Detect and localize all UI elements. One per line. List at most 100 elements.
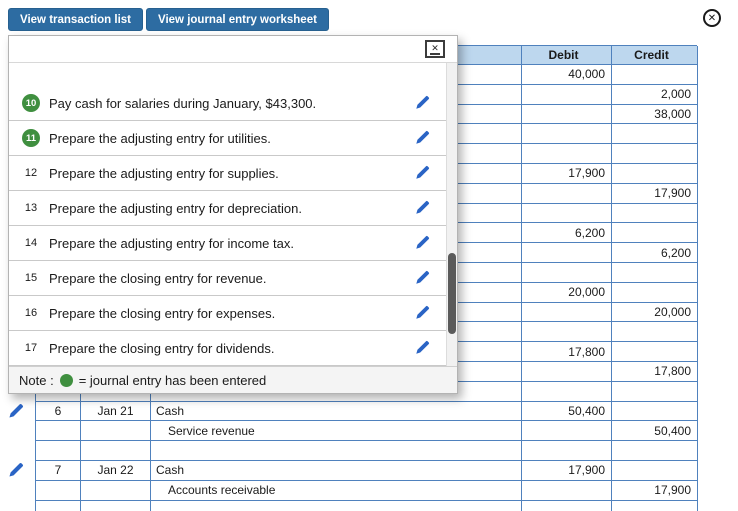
debit-cell [522, 183, 612, 204]
credit-cell [612, 262, 698, 283]
transaction-list-item: 17 Prepare the closing entry for dividend… [9, 331, 446, 366]
pencil-glyph [416, 130, 430, 144]
credit-cell [612, 124, 698, 145]
credit-cell [612, 163, 698, 184]
transaction-description: Prepare the adjusting entry for deprecia… [49, 200, 302, 216]
entry-no-cell [36, 421, 81, 442]
debit-cell [522, 203, 612, 224]
transaction-list-item: 16 Prepare the closing entry for expenses… [9, 296, 446, 331]
pencil-glyph [416, 235, 430, 249]
transaction-list-popup: ✕ 10 Pay cash for salaries during January… [8, 35, 458, 394]
pencil-glyph [9, 403, 24, 418]
debit-cell: 17,900 [522, 163, 612, 184]
view-journal-entry-worksheet-button[interactable]: View journal entry worksheet [146, 8, 329, 31]
debit-cell: 17,800 [522, 342, 612, 362]
credit-cell: 17,900 [612, 480, 698, 501]
entry-no-cell [36, 480, 81, 501]
account-cell: Cash [151, 460, 522, 481]
transaction-list-item: 13 Prepare the adjusting entry for deprec… [9, 191, 446, 226]
credit-cell: 50,400 [612, 421, 698, 442]
worksheet-row: 7 Jan 22 Cash 17,900 [9, 460, 698, 481]
date-cell [81, 441, 151, 461]
date-cell: Jan 21 [81, 401, 151, 422]
transaction-list-item: 11 Prepare the adjusting entry for utilit… [9, 121, 446, 156]
edit-pencil-icon[interactable] [414, 340, 430, 356]
header-debit-cell: Debit [522, 46, 612, 65]
debit-cell [522, 144, 612, 164]
credit-cell [612, 65, 698, 85]
entry-no-cell [36, 500, 81, 511]
pencil-glyph [416, 270, 430, 284]
debit-cell [522, 243, 612, 263]
date-cell [81, 480, 151, 501]
edit-pencil-icon[interactable] [414, 305, 430, 321]
note-prefix: Note : [19, 372, 54, 388]
entry-number: 14 [24, 237, 38, 249]
credit-cell: 6,200 [612, 243, 698, 263]
edit-pencil-icon[interactable] [414, 165, 430, 181]
transaction-description: Prepare the adjusting entry for utilitie… [49, 130, 271, 146]
credit-cell: 2,000 [612, 84, 698, 105]
transaction-description: Prepare the closing entry for expenses. [49, 305, 276, 321]
credit-cell [612, 401, 698, 422]
transaction-list: 10 Pay cash for salaries during January, … [9, 63, 446, 366]
popup-scrollbar-thumb[interactable] [448, 253, 456, 334]
pencil-glyph [416, 95, 430, 109]
view-transaction-list-button[interactable]: View transaction list [8, 8, 143, 31]
debit-cell [522, 441, 612, 461]
debit-cell [522, 84, 612, 105]
edit-pencil-icon[interactable] [414, 130, 430, 146]
edit-pencil-icon[interactable] [414, 200, 430, 216]
credit-cell [612, 441, 698, 461]
debit-cell [522, 361, 612, 382]
popup-body: 10 Pay cash for salaries during January, … [9, 63, 457, 366]
transaction-description: Prepare the adjusting entry for income t… [49, 235, 294, 251]
credit-cell [612, 144, 698, 164]
entry-entered-badge: 11 [22, 129, 40, 147]
date-cell: Jan 22 [81, 460, 151, 481]
credit-cell: 17,800 [612, 361, 698, 382]
entry-number: 13 [24, 202, 38, 214]
credit-cell [612, 203, 698, 224]
debit-cell [522, 104, 612, 125]
debit-cell [522, 500, 612, 511]
popup-note: Note : = journal entry has been entered [9, 366, 457, 393]
account-cell [151, 500, 522, 511]
pencil-glyph [416, 165, 430, 179]
close-window-icon[interactable]: ✕ [703, 9, 721, 27]
debit-cell [522, 124, 612, 145]
worksheet-row: Accounts receivable 17,900 [36, 480, 698, 501]
transaction-description: Prepare the adjusting entry for supplies… [49, 165, 279, 181]
account-cell [151, 441, 522, 461]
edit-pencil-icon[interactable] [414, 235, 430, 251]
entry-no-cell: 7 [36, 460, 81, 481]
debit-cell [522, 262, 612, 283]
credit-cell [612, 460, 698, 481]
entry-number: 12 [24, 167, 38, 179]
edit-entry-pencil-icon[interactable] [7, 462, 24, 479]
transaction-list-item: 14 Prepare the adjusting entry for income… [9, 226, 446, 261]
edit-pencil-icon[interactable] [414, 95, 430, 111]
popup-header: ✕ [9, 36, 457, 63]
transaction-list-item: 12 Prepare the adjusting entry for suppli… [9, 156, 446, 191]
popup-scrollbar[interactable] [446, 63, 457, 366]
credit-cell [612, 342, 698, 362]
toolbar: View transaction list View journal entry… [8, 8, 329, 31]
list-top-spacer [9, 63, 446, 86]
transaction-list-item: 10 Pay cash for salaries during January, … [9, 86, 446, 121]
credit-cell [612, 322, 698, 343]
worksheet-row: Service revenue 50,400 [36, 421, 698, 442]
pencil-glyph [416, 340, 430, 354]
entry-number: 16 [24, 307, 38, 319]
edit-entry-pencil-icon[interactable] [7, 403, 24, 420]
entry-entered-badge: 10 [22, 94, 40, 112]
worksheet-row: 6 Jan 21 Cash 50,400 [9, 401, 698, 422]
popup-close-icon[interactable]: ✕ [425, 40, 445, 58]
transaction-description: Prepare the closing entry for revenue. [49, 270, 267, 286]
edit-pencil-icon[interactable] [414, 270, 430, 286]
debit-cell: 40,000 [522, 65, 612, 85]
entry-number: 15 [24, 272, 38, 284]
account-cell: Cash [151, 401, 522, 422]
transaction-list-item: 15 Prepare the closing entry for revenue. [9, 261, 446, 296]
